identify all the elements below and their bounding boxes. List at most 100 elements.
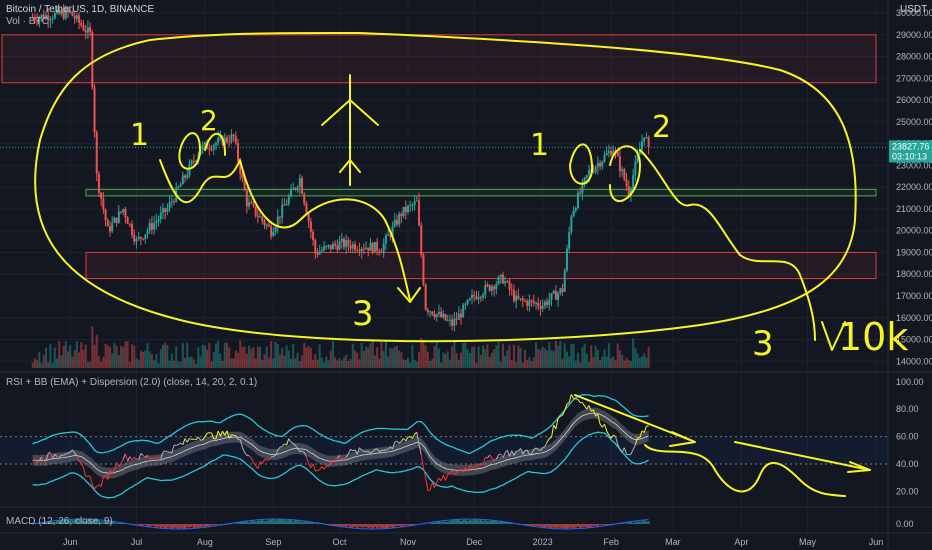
candle[interactable] [415,200,418,202]
candle[interactable] [607,150,610,153]
candle[interactable] [581,182,584,193]
candle[interactable] [239,160,242,174]
candle[interactable] [298,178,301,188]
yellow-ellipse[interactable] [34,31,857,343]
candle[interactable] [69,11,72,13]
candle[interactable] [325,246,328,248]
candle[interactable] [259,216,262,218]
candle[interactable] [612,150,615,156]
candle[interactable] [530,300,533,302]
symbol-title[interactable]: Bitcoin / TetherUS, 1D, BINANCE [6,4,155,15]
candle[interactable] [307,214,310,222]
candle[interactable] [409,204,412,206]
candle[interactable] [51,18,54,20]
candle[interactable] [541,305,544,309]
candle[interactable] [225,137,228,142]
candle[interactable] [115,217,118,223]
candle[interactable] [638,149,641,155]
candle[interactable] [455,318,458,320]
candle[interactable] [173,201,175,203]
candle[interactable] [49,19,52,21]
candle[interactable] [243,178,246,191]
candle[interactable] [82,25,85,31]
candle[interactable] [301,178,304,194]
candle[interactable] [139,236,142,239]
rsi-trendline-lower[interactable] [734,441,871,473]
candle[interactable] [358,250,361,252]
candle[interactable] [466,299,469,305]
candle[interactable] [376,242,379,251]
candle[interactable] [44,15,47,20]
candle[interactable] [62,11,65,19]
candle[interactable] [493,286,496,290]
candle[interactable] [56,9,58,13]
candle[interactable] [351,244,354,249]
candle[interactable] [287,196,290,204]
candle[interactable] [252,203,255,206]
candle[interactable] [283,204,286,206]
candle[interactable] [510,289,513,291]
candle[interactable] [477,297,480,300]
macd-label[interactable]: MACD (12, 26, close, 9) [6,516,113,527]
candle[interactable] [378,250,381,253]
candle[interactable] [532,300,535,304]
candle[interactable] [345,240,348,248]
candle[interactable] [161,208,164,213]
candle[interactable] [528,300,531,307]
candle[interactable] [490,286,493,291]
candle[interactable] [170,201,173,203]
candle[interactable] [574,208,577,211]
candle[interactable] [261,216,264,221]
candle[interactable] [157,219,160,222]
candle[interactable] [603,155,606,162]
candle[interactable] [579,192,582,194]
candle[interactable] [294,187,297,189]
candle[interactable] [426,309,429,312]
candle[interactable] [563,270,566,292]
candle[interactable] [636,154,639,162]
candle[interactable] [181,175,184,185]
right-path[interactable] [639,149,816,341]
candle[interactable] [486,284,489,286]
candle[interactable] [93,87,96,133]
candle[interactable] [411,204,414,206]
candle[interactable] [100,192,103,199]
candle[interactable] [122,209,125,213]
candle[interactable] [309,221,312,232]
candle[interactable] [402,206,405,217]
candle[interactable] [625,179,628,187]
candle[interactable] [179,184,182,187]
candle[interactable] [435,314,438,318]
candle[interactable] [398,213,401,225]
candle[interactable] [33,17,36,20]
candle[interactable] [451,319,454,326]
candle[interactable] [442,314,445,318]
candle[interactable] [380,252,383,254]
rsi-label[interactable]: RSI + BB (EMA) + Dispersion (2.0) (close… [6,377,258,388]
zone-box-red[interactable] [1,34,877,84]
candle[interactable] [552,291,555,294]
candle[interactable] [219,136,222,138]
candle[interactable] [232,134,235,137]
candle[interactable] [645,137,648,139]
candle[interactable] [131,223,134,235]
candle[interactable] [305,203,308,215]
candle[interactable] [155,221,158,223]
candle[interactable] [38,17,41,22]
candle[interactable] [585,175,588,178]
candle[interactable] [256,215,259,217]
candle[interactable] [420,225,423,255]
candle[interactable] [354,244,357,250]
candle[interactable] [459,313,462,318]
candle[interactable] [36,19,39,22]
candle[interactable] [537,302,540,307]
candle[interactable] [292,187,295,189]
candle[interactable] [153,222,156,230]
candle[interactable] [272,231,275,237]
candle[interactable] [217,137,220,144]
candle[interactable] [323,246,326,251]
candle[interactable] [78,15,81,23]
candle[interactable] [592,171,595,173]
candle[interactable] [192,160,195,162]
